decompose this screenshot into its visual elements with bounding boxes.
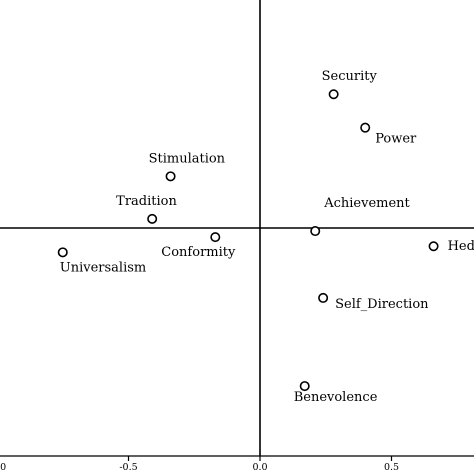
x-ticks: -1.0 -0.5 0.0 0.5 [0,456,399,473]
point-label-security: Security [322,69,378,84]
point-label-self-direction: Self_Direction [335,297,429,312]
point-labels: Security Power Stimulation Tradition Achieve… [60,69,474,405]
point-hedonism [428,241,439,252]
x-tick-label: -1.0 [0,462,6,473]
point-self-direction [318,292,329,303]
point-label-universalism: Universalism [60,260,146,275]
point-benevolence [299,381,310,392]
point-label-power: Power [375,132,417,147]
point-tradition [147,213,158,224]
x-tick-label: -0.5 [119,462,137,473]
point-label-achievement: Achievement [323,196,410,211]
data-points [57,89,439,392]
plot-frame [0,0,474,457]
point-achievement [310,226,321,237]
point-label-tradition: Tradition [116,194,177,209]
point-universalism [57,247,68,258]
point-power [360,122,371,133]
point-label-benevolence: Benevolence [294,390,378,405]
point-label-stimulation: Stimulation [149,151,226,166]
x-tick-label: 0.0 [252,462,267,473]
point-security [328,89,339,100]
point-stimulation [165,171,176,182]
point-label-hedonism: Hedonism [448,239,474,254]
x-tick-label: 0.5 [384,462,399,473]
point-label-conformity: Conformity [161,245,236,260]
point-conformity [210,232,221,243]
